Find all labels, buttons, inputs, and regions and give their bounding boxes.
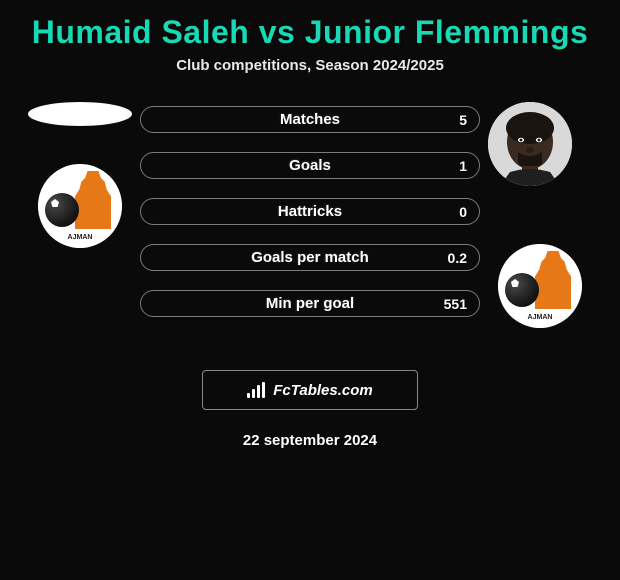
stat-value-right: 5 [459, 112, 467, 128]
subtitle: Club competitions, Season 2024/2025 [10, 57, 610, 74]
stat-value-right: 0.2 [448, 250, 467, 266]
stat-label: Hattricks [278, 203, 342, 220]
player2-club-logo: AJMAN [498, 244, 582, 328]
stat-row-gpm: Goals per match 0.2 [140, 244, 480, 271]
player1-avatar [28, 102, 132, 126]
page-title: Humaid Saleh vs Junior Flemmings [10, 0, 610, 57]
comparison-area: AJMAN [10, 106, 610, 366]
stat-row-goals: Goals 1 [140, 152, 480, 179]
ajman-logo-icon: AJMAN [498, 244, 582, 328]
stat-row-hattricks: Hattricks 0 [140, 198, 480, 225]
date-label: 22 september 2024 [10, 432, 610, 449]
stat-value-right: 551 [444, 296, 467, 312]
branding-text: FcTables.com [273, 382, 372, 399]
player1-club-logo: AJMAN [38, 164, 122, 248]
stat-row-matches: Matches 5 [140, 106, 480, 133]
stat-value-right: 1 [459, 158, 467, 174]
stat-label: Goals per match [251, 249, 369, 266]
stat-value-right: 0 [459, 204, 467, 220]
face-icon [488, 102, 572, 186]
branding-badge[interactable]: FcTables.com [202, 370, 418, 410]
player2-avatar [488, 102, 572, 186]
stat-label: Goals [289, 157, 331, 174]
ajman-logo-icon: AJMAN [38, 164, 122, 248]
stat-label: Min per goal [266, 295, 354, 312]
stat-row-mpg: Min per goal 551 [140, 290, 480, 317]
stat-bars: Matches 5 Goals 1 Hattricks 0 Goals per … [140, 106, 480, 317]
stat-label: Matches [280, 111, 340, 128]
comparison-widget: Humaid Saleh vs Junior Flemmings Club co… [0, 0, 620, 449]
bars-icon [247, 382, 267, 398]
